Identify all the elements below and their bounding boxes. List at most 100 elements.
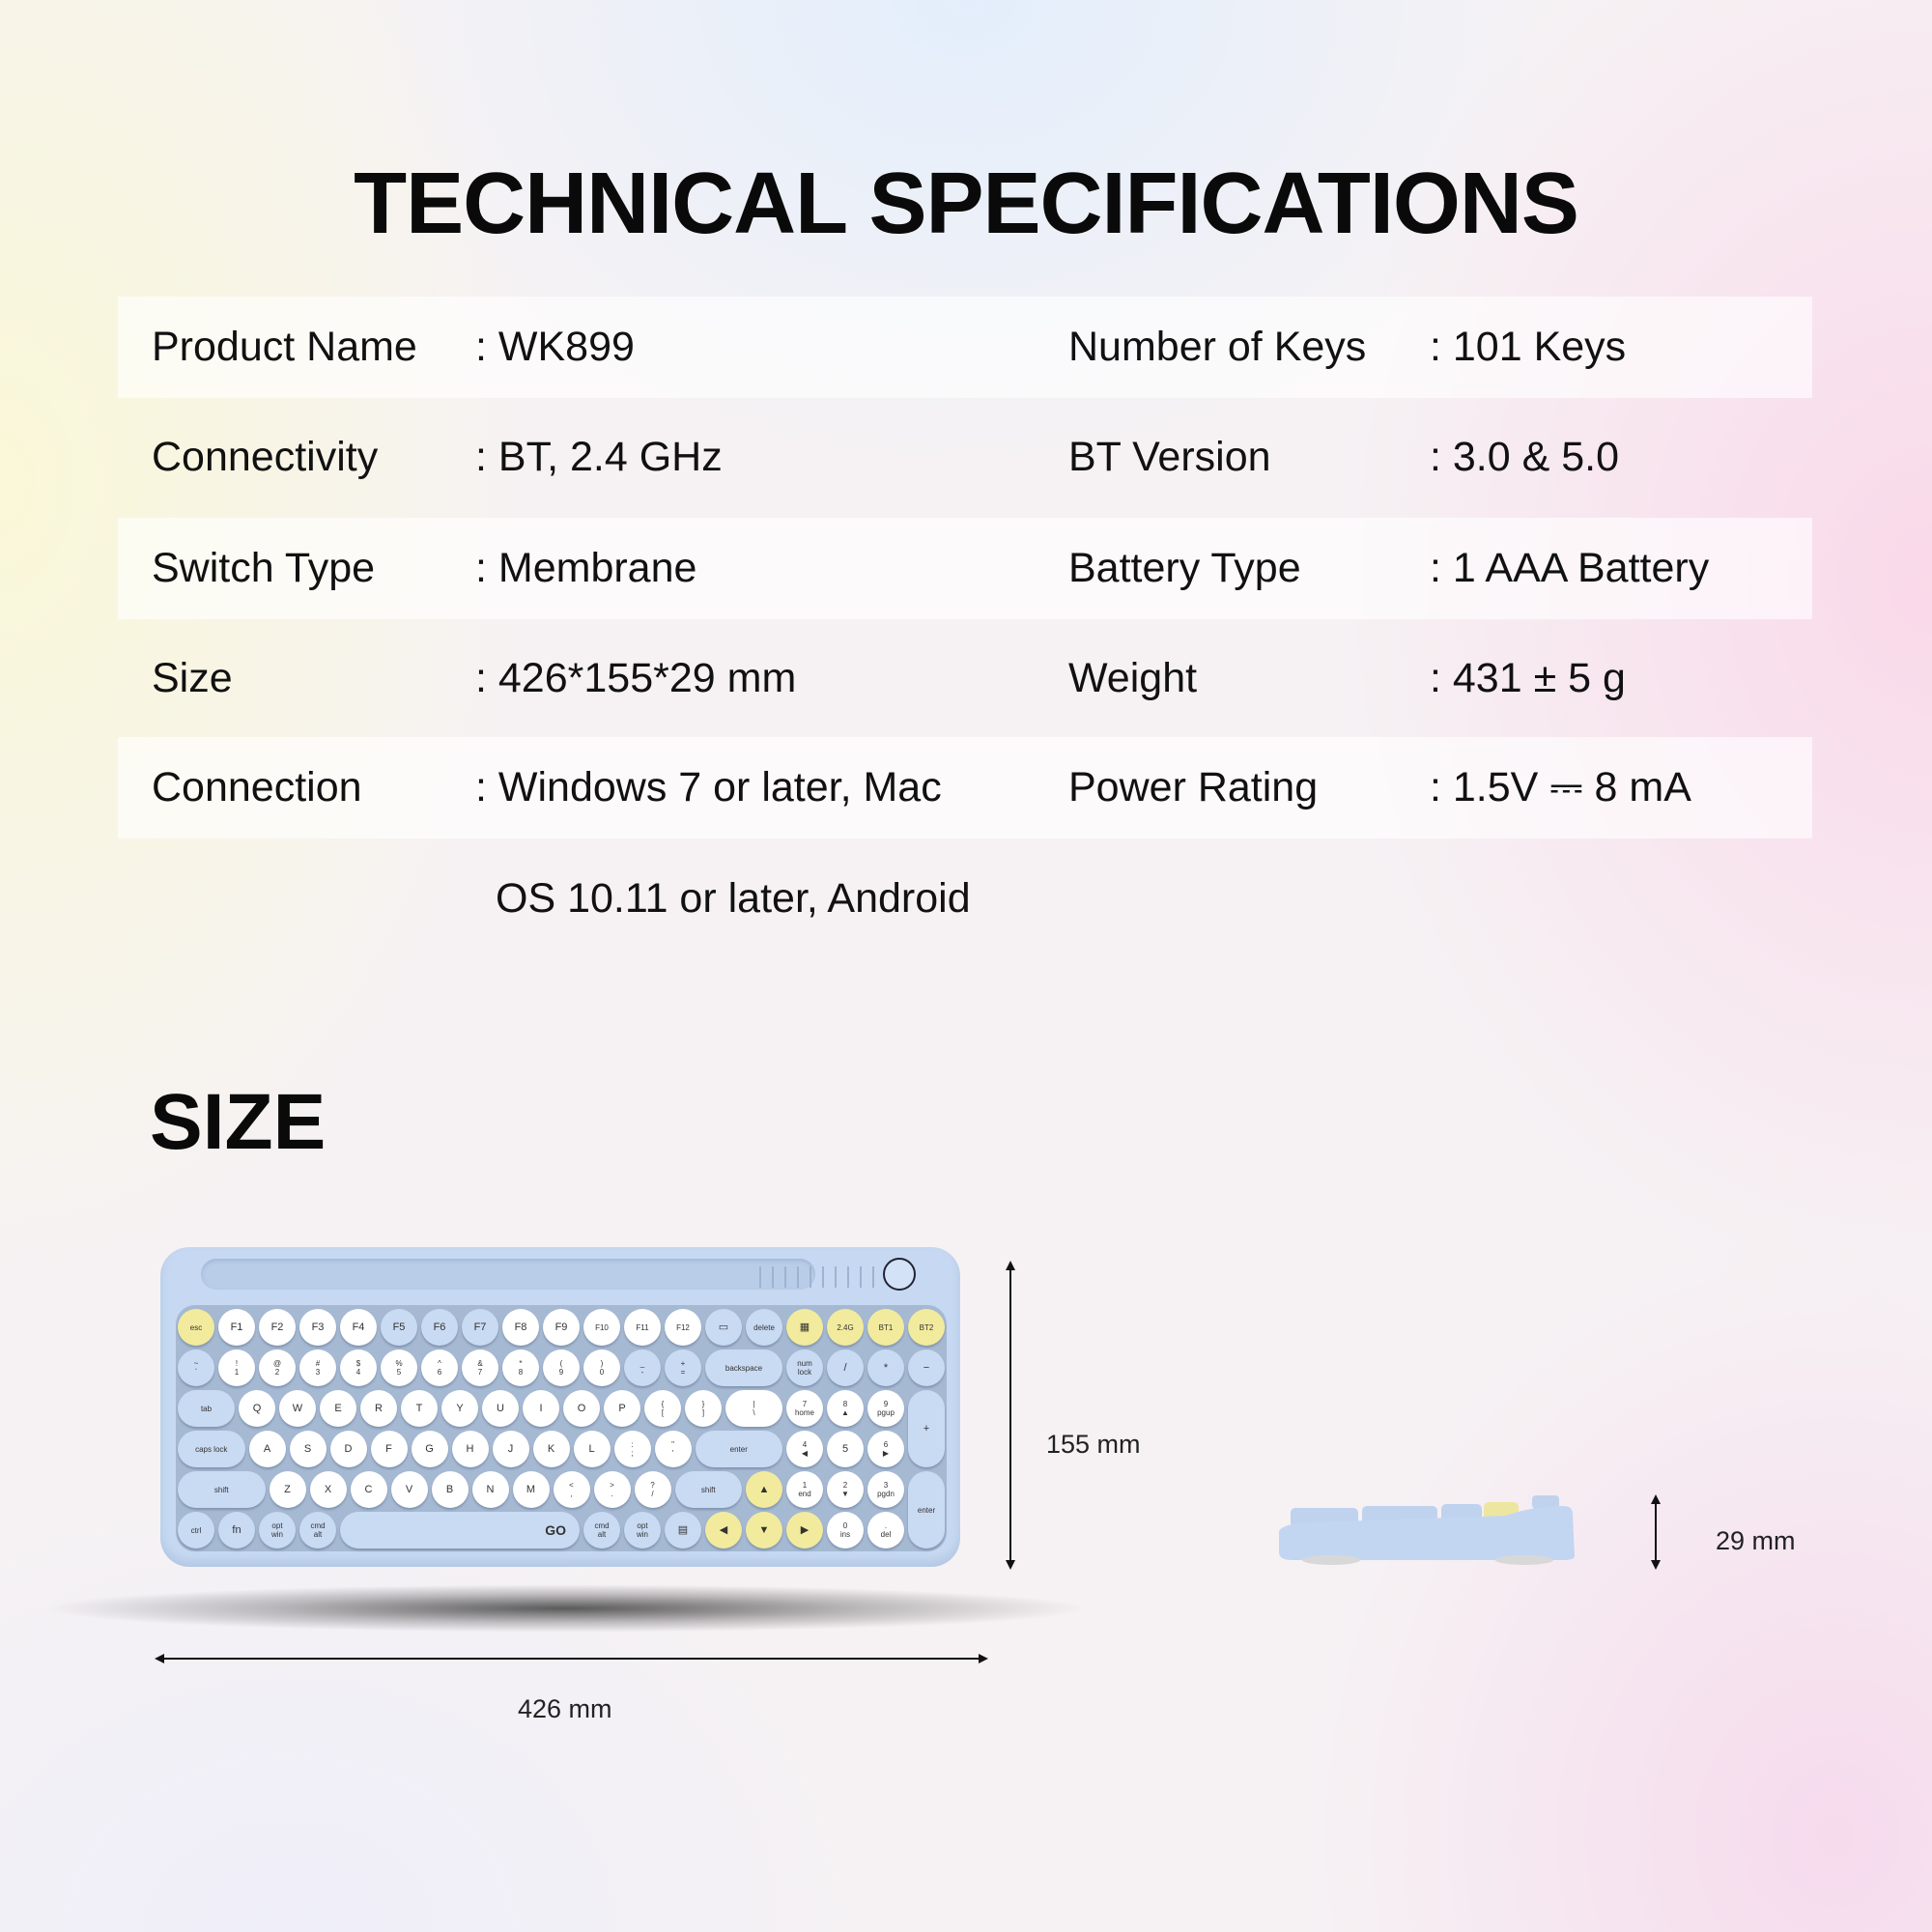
- spec-label: BT Version: [1068, 434, 1271, 480]
- key: Y: [441, 1390, 478, 1427]
- key: /: [827, 1350, 864, 1386]
- key: W: [279, 1390, 316, 1427]
- key: F: [370, 1431, 408, 1467]
- key: ) 0: [583, 1350, 620, 1386]
- key: −: [908, 1350, 945, 1386]
- spec-row: Connection : Windows 7 or later, Mac Pow…: [118, 737, 1812, 838]
- key: F12: [665, 1309, 701, 1346]
- spec-label: Switch Type: [152, 545, 376, 591]
- width-arrow: [159, 1658, 980, 1660]
- key: num lock: [786, 1350, 823, 1386]
- key: X: [309, 1471, 347, 1508]
- key: D: [329, 1431, 367, 1467]
- key: opt win: [624, 1512, 661, 1548]
- key: Q: [239, 1390, 275, 1427]
- key: S: [289, 1431, 327, 1467]
- key: F6: [421, 1309, 458, 1346]
- spec-row: Product Name : WK899 Number of Keys : 10…: [118, 297, 1812, 398]
- key: ▭: [705, 1309, 742, 1346]
- key: G: [411, 1431, 448, 1467]
- spec-value: : BT, 2.4 GHz: [475, 434, 723, 480]
- key: ^ 6: [421, 1350, 458, 1386]
- keyboard-top-view: esc F1 F2 F3 F4 F5 F6 F7 F8 F9 F10 F11 F12 ▭ delete ▦ 2.…: [160, 1247, 960, 1567]
- key: . del: [867, 1512, 904, 1548]
- spec-label: Power Rating: [1068, 764, 1319, 810]
- indicator-lights: [759, 1266, 875, 1288]
- key: H: [451, 1431, 489, 1467]
- height-arrow: [1655, 1499, 1657, 1565]
- key: 8 ▲: [827, 1390, 864, 1427]
- key: backspace: [705, 1350, 782, 1386]
- key: C: [350, 1471, 387, 1508]
- key: { [: [644, 1390, 681, 1427]
- spec-value: : 101 Keys: [1430, 324, 1627, 370]
- key: ▦: [786, 1309, 823, 1346]
- key: : ;: [613, 1431, 651, 1467]
- key: ▲: [746, 1471, 782, 1508]
- key: 2.4G: [827, 1309, 864, 1346]
- size-heading: SIZE: [150, 1078, 327, 1166]
- device-stand-slot: [201, 1259, 815, 1290]
- key: esc: [178, 1309, 214, 1346]
- key: enter: [695, 1431, 782, 1467]
- key: + =: [665, 1350, 701, 1386]
- spec-label: Weight: [1068, 655, 1198, 701]
- key: enter: [908, 1471, 945, 1548]
- key: 5: [827, 1431, 864, 1467]
- key: ( 9: [543, 1350, 580, 1386]
- key: ▼: [746, 1512, 782, 1548]
- spec-value: : Membrane: [475, 545, 697, 591]
- key: 4 ◀: [786, 1431, 823, 1467]
- key: B: [431, 1471, 469, 1508]
- spec-row: Switch Type : Membrane Battery Type : 1 …: [118, 518, 1812, 619]
- key: " ': [654, 1431, 692, 1467]
- spec-value: : WK899: [475, 324, 635, 370]
- key: T: [401, 1390, 438, 1427]
- key: K: [532, 1431, 570, 1467]
- key: +: [908, 1390, 945, 1467]
- spec-value: : 1 AAA Battery: [1430, 545, 1710, 591]
- key: $ 4: [340, 1350, 377, 1386]
- page-title: TECHNICAL SPECIFICATIONS: [354, 156, 1579, 252]
- key: | \: [725, 1390, 782, 1427]
- key: 2 ▼: [827, 1471, 864, 1508]
- width-label: 426 mm: [518, 1694, 612, 1723]
- key: ~ `: [178, 1350, 214, 1386]
- key: tab: [178, 1390, 235, 1427]
- spec-label: Size: [152, 655, 233, 701]
- key: & 7: [462, 1350, 498, 1386]
- key: Z: [269, 1471, 306, 1508]
- key: 0 ins: [827, 1512, 864, 1548]
- spec-label: Product Name: [152, 324, 417, 370]
- key: R: [360, 1390, 397, 1427]
- key: # 3: [299, 1350, 336, 1386]
- key: F2: [259, 1309, 296, 1346]
- key: F1: [218, 1309, 255, 1346]
- height-label: 29 mm: [1716, 1526, 1796, 1555]
- spec-value: : 1.5V ⎓ 8 mA: [1430, 764, 1691, 810]
- key: 7 home: [786, 1390, 823, 1427]
- keyboard-shadow: [39, 1584, 1092, 1633]
- arrow-head-icon: [155, 1654, 164, 1663]
- key: caps lock: [178, 1431, 245, 1467]
- key: F8: [502, 1309, 539, 1346]
- arrow-head-icon: [1006, 1560, 1015, 1570]
- key: O: [563, 1390, 600, 1427]
- key: 1 end: [786, 1471, 823, 1508]
- arrow-head-icon: [1006, 1261, 1015, 1270]
- key: delete: [746, 1309, 782, 1346]
- spec-label: Number of Keys: [1068, 324, 1367, 370]
- key: V: [390, 1471, 428, 1508]
- key: A: [248, 1431, 286, 1467]
- spec-label: Battery Type: [1068, 545, 1301, 591]
- key: F10: [583, 1309, 620, 1346]
- key: ◀: [705, 1512, 742, 1548]
- key: > .: [593, 1471, 631, 1508]
- key: 6 ▶: [867, 1431, 904, 1467]
- spec-label: Connectivity: [152, 434, 379, 480]
- key: N: [471, 1471, 509, 1508]
- key: F9: [543, 1309, 580, 1346]
- key: ! 1: [218, 1350, 255, 1386]
- key: ▶: [786, 1512, 823, 1548]
- spec-row: Connectivity : BT, 2.4 GHz BT Version : …: [118, 407, 1812, 508]
